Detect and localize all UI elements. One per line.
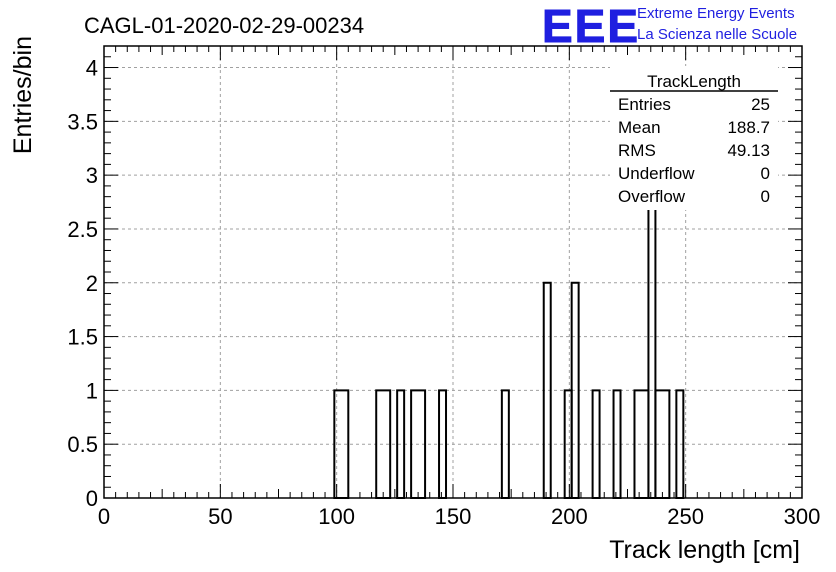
stats-value: 25: [751, 95, 770, 114]
y-tick-label: 1.5: [67, 325, 98, 350]
y-tick-label: 3.5: [67, 109, 98, 134]
x-tick-label: 100: [318, 504, 355, 529]
x-tick-label: 0: [98, 504, 110, 529]
stats-value: 0: [761, 187, 770, 206]
stats-box: TrackLength Entries 25 Mean 188.7 RMS 49.13 Un…: [610, 66, 778, 210]
run-title: CAGL-01-2020-02-29-00234: [84, 13, 364, 38]
stats-value: 188.7: [727, 118, 770, 137]
axis-ticks: [103, 45, 803, 499]
stats-label: Overflow: [618, 187, 686, 206]
eee-logo: EEE: [542, 0, 640, 52]
stats-value: 49.13: [727, 141, 770, 160]
stats-rows: Entries 25 Mean 188.7 RMS 49.13 Underflow 0 Over…: [618, 95, 770, 206]
grid-lines: [104, 46, 802, 498]
stats-value: 0: [761, 164, 770, 183]
x-tick-label: 150: [435, 504, 472, 529]
x-tick-label: 300: [784, 504, 821, 529]
brand-line-2: La Scienza nelle Scuole: [637, 26, 797, 43]
stats-label: Entries: [618, 95, 671, 114]
x-tick-label: 250: [667, 504, 704, 529]
stats-label: Mean: [618, 118, 661, 137]
x-tick-label: 200: [551, 504, 588, 529]
stats-box-background: [610, 66, 778, 210]
x-tick-label: 50: [208, 504, 232, 529]
stats-box-title: TrackLength: [647, 72, 741, 91]
stats-label: Underflow: [618, 164, 695, 183]
y-tick-label: 4: [86, 56, 98, 81]
y-tick-label: 2.5: [67, 217, 98, 242]
brand-line-1: Extreme Energy Events: [637, 5, 795, 22]
y-tick-label: 0: [86, 486, 98, 511]
y-tick-label: 2: [86, 271, 98, 296]
x-axis-label: Track length [cm]: [609, 536, 800, 564]
y-tick-label: 3: [86, 163, 98, 188]
stats-label: RMS: [618, 141, 656, 160]
y-tick-label: 0.5: [67, 432, 98, 457]
y-tick-label: 1: [86, 378, 98, 403]
y-axis-label: Entries/bin: [9, 36, 37, 154]
